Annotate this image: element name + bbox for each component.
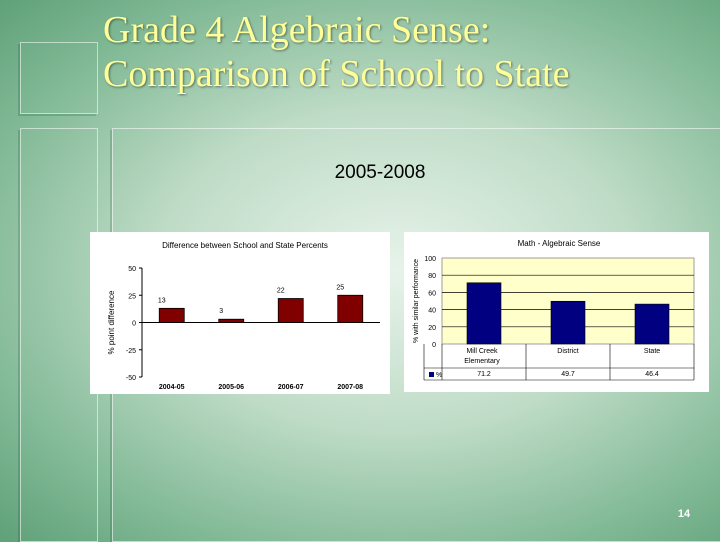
y-tick-label: 60 (428, 290, 436, 297)
bar (466, 282, 502, 345)
bar (277, 298, 304, 323)
chart-title: Difference between School and State Perc… (162, 241, 328, 250)
x-tick-label: Mill Creek (466, 348, 498, 355)
legend-label: % (436, 372, 442, 379)
page-title: Grade 4 Algebraic Sense: Comparison of S… (103, 8, 570, 96)
chart-title: Math - Algebraic Sense (518, 239, 601, 248)
y-tick-label: 100 (424, 256, 436, 263)
data-label: 25 (336, 284, 344, 291)
chart-difference: Difference between School and State Perc… (107, 241, 380, 391)
title-line-2: Comparison of School to State (103, 53, 570, 95)
y-tick-label: 40 (428, 308, 436, 315)
y-tick-label: 20 (428, 325, 436, 332)
decor-frame-top (20, 42, 98, 114)
y-tick-label: 0 (432, 342, 436, 349)
y-tick-label: -25 (126, 348, 136, 355)
y-axis-label: % with similar performance (413, 259, 420, 343)
y-tick-label: 80 (428, 273, 436, 280)
data-label: 13 (158, 297, 166, 304)
y-tick-label: 50 (128, 266, 136, 273)
decor-frame-left (20, 128, 98, 542)
x-tick-label: District (557, 348, 578, 355)
table-value: 71.2 (477, 371, 491, 378)
y-tick-label: 25 (128, 293, 136, 300)
table-value: 49.7 (561, 371, 575, 378)
data-label: 22 (277, 288, 285, 295)
x-tick-label: 2006-07 (278, 384, 304, 391)
chart-algebraic-sense-panel: Math - Algebraic Sense % with similar per… (404, 232, 709, 392)
chart-difference-panel: Difference between School and State Perc… (90, 232, 390, 394)
legend-swatch (429, 372, 434, 377)
x-tick-label: 2004-05 (159, 384, 185, 391)
subtitle: 2005-2008 (334, 162, 426, 183)
title-line-1: Grade 4 Algebraic Sense: (103, 9, 491, 51)
data-label: 3 (219, 308, 223, 315)
y-tick-label: 0 (132, 321, 136, 328)
x-tick-label: Elementary (464, 358, 500, 365)
bar (158, 307, 185, 323)
y-axis-label: % point difference (107, 290, 116, 354)
x-tick-label: State (644, 348, 660, 355)
bar (337, 294, 364, 323)
x-tick-label: 2007-08 (337, 384, 363, 391)
page-number: 14 (677, 508, 691, 520)
bar (634, 303, 670, 345)
chart-algebraic-sense: Math - Algebraic Sense % with similar per… (413, 239, 695, 381)
bar (550, 300, 586, 345)
y-tick-label: -50 (126, 375, 136, 382)
table-value: 46.4 (645, 371, 659, 378)
x-tick-label: 2005-06 (218, 384, 244, 391)
bar (218, 318, 245, 323)
